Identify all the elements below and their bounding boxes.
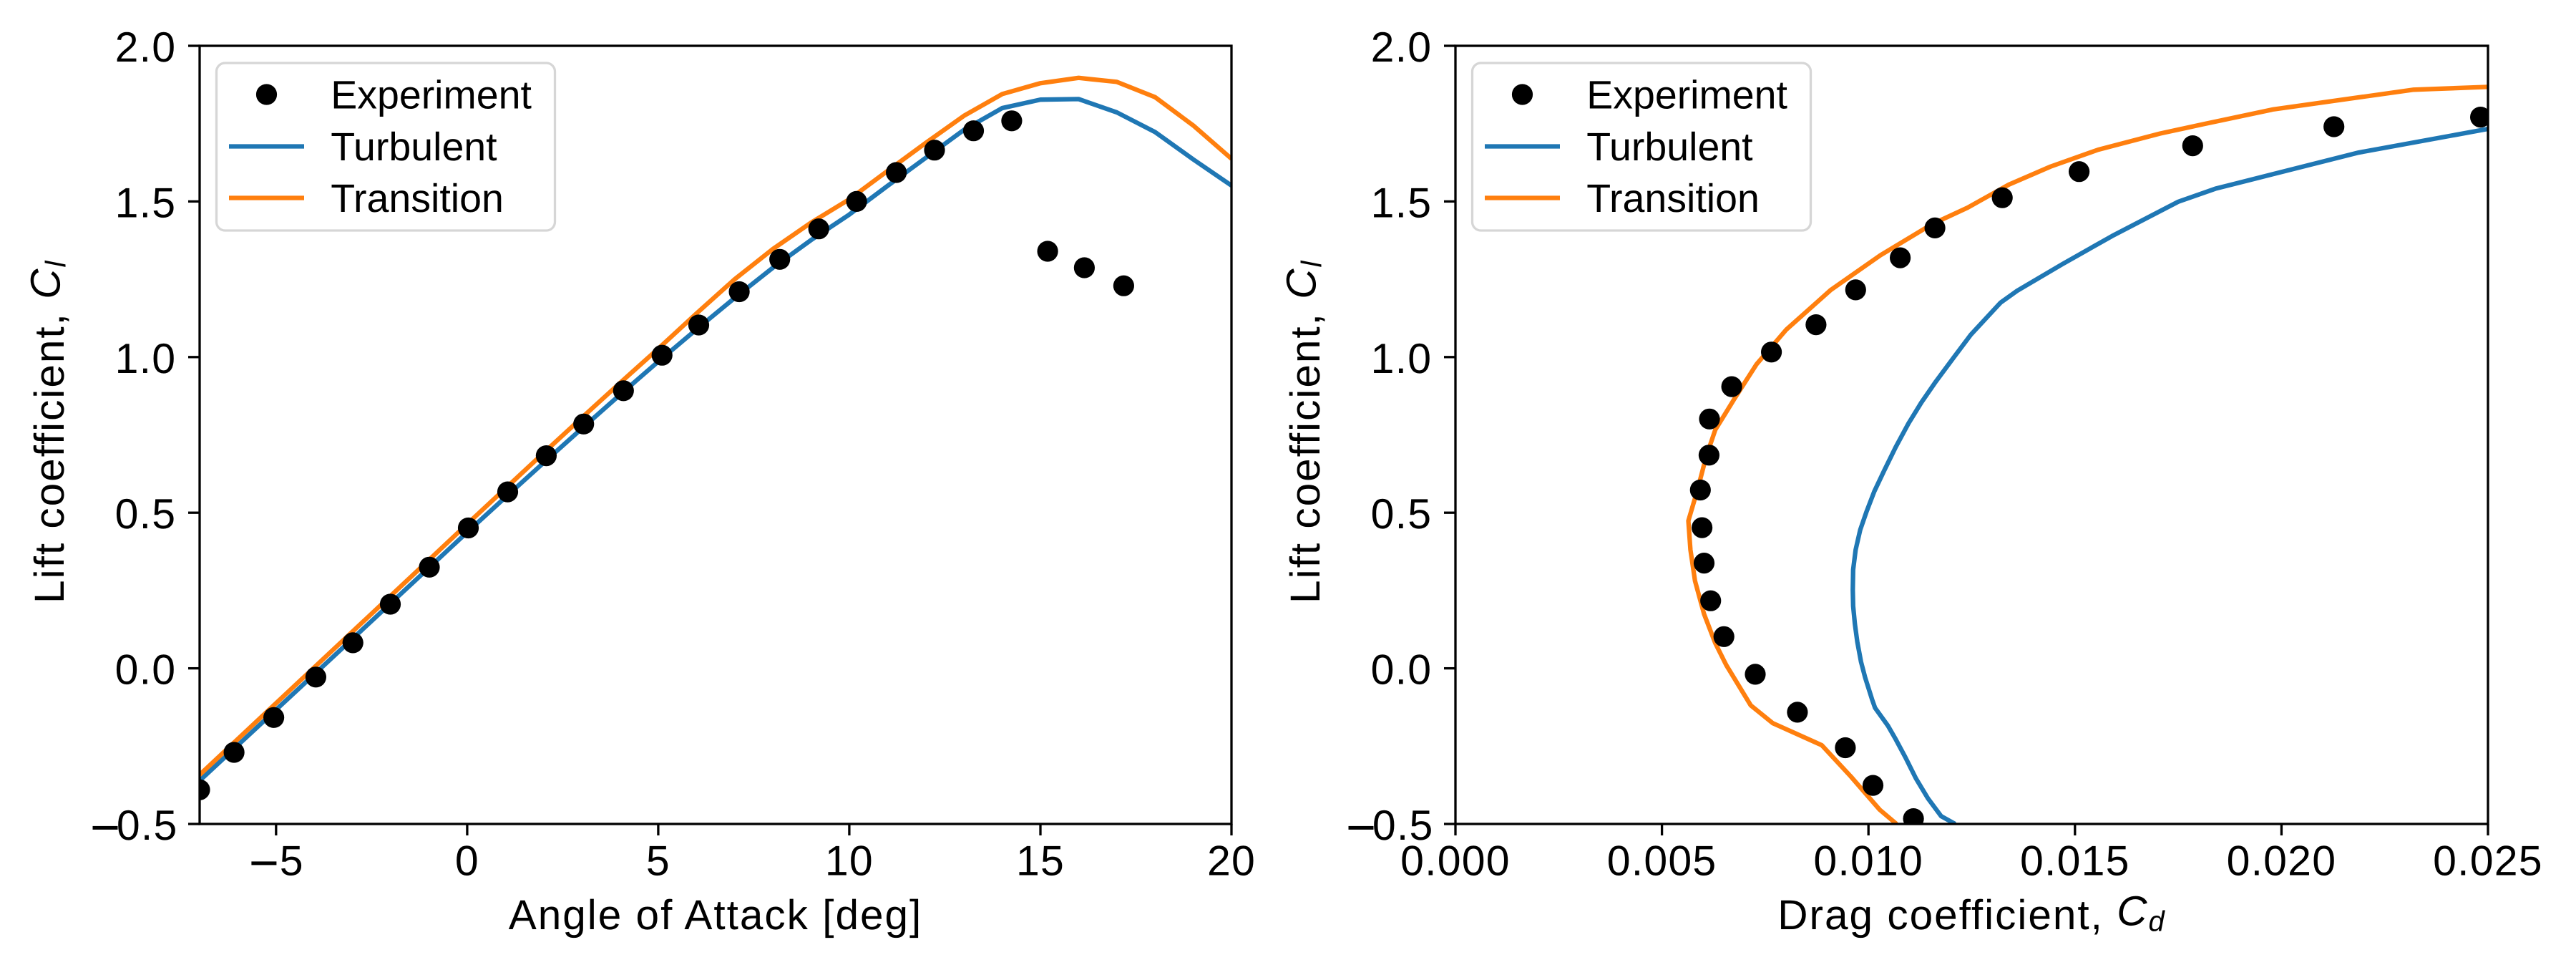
svg-text:1.5: 1.5 xyxy=(115,179,177,226)
svg-text:0.0: 0.0 xyxy=(115,646,177,694)
svg-text:5: 5 xyxy=(280,838,304,885)
svg-text:5: 5 xyxy=(646,838,670,885)
svg-text:0.000: 0.000 xyxy=(1400,838,1511,885)
svg-text:0.025: 0.025 xyxy=(2433,838,2543,885)
svg-text:15: 15 xyxy=(1016,838,1065,885)
svg-text:10: 10 xyxy=(825,838,874,885)
svg-text:2.0: 2.0 xyxy=(115,24,177,71)
svg-text:0.0: 0.0 xyxy=(1371,646,1433,694)
svg-text:0.005: 0.005 xyxy=(1607,838,1717,885)
svg-text:Angle of Attack [deg]: Angle of Attack [deg] xyxy=(509,892,923,939)
svg-text:1.5: 1.5 xyxy=(1371,179,1433,226)
svg-text:0.5: 0.5 xyxy=(1371,490,1433,538)
svg-text:1.0: 1.0 xyxy=(1371,335,1433,382)
svg-text:Lift coefficient, Cl: Lift coefficient, Cl xyxy=(23,260,74,603)
svg-text:0.015: 0.015 xyxy=(2020,838,2130,885)
svg-text:0.5: 0.5 xyxy=(117,802,178,849)
svg-text:Lift coefficient, Cl: Lift coefficient, Cl xyxy=(1279,260,1330,603)
svg-text:Turbulent: Turbulent xyxy=(331,125,497,169)
svg-text:0.010: 0.010 xyxy=(1813,838,1923,885)
svg-text:Drag coefficient, Cd: Drag coefficient, Cd xyxy=(1777,888,2165,939)
svg-text:0.5: 0.5 xyxy=(115,490,177,538)
svg-text:Transition: Transition xyxy=(1586,176,1760,220)
svg-text:Turbulent: Turbulent xyxy=(1586,125,1753,169)
svg-text:20: 20 xyxy=(1207,838,1256,885)
svg-text:0: 0 xyxy=(455,838,479,885)
svg-text:1.0: 1.0 xyxy=(115,335,177,382)
svg-text:Experiment: Experiment xyxy=(1586,73,1787,117)
svg-text:2.0: 2.0 xyxy=(1371,24,1433,71)
svg-text:Transition: Transition xyxy=(331,176,504,220)
svg-text:0.5: 0.5 xyxy=(1372,802,1434,849)
svg-text:Experiment: Experiment xyxy=(331,73,532,117)
svg-text:0.020: 0.020 xyxy=(2227,838,2337,885)
